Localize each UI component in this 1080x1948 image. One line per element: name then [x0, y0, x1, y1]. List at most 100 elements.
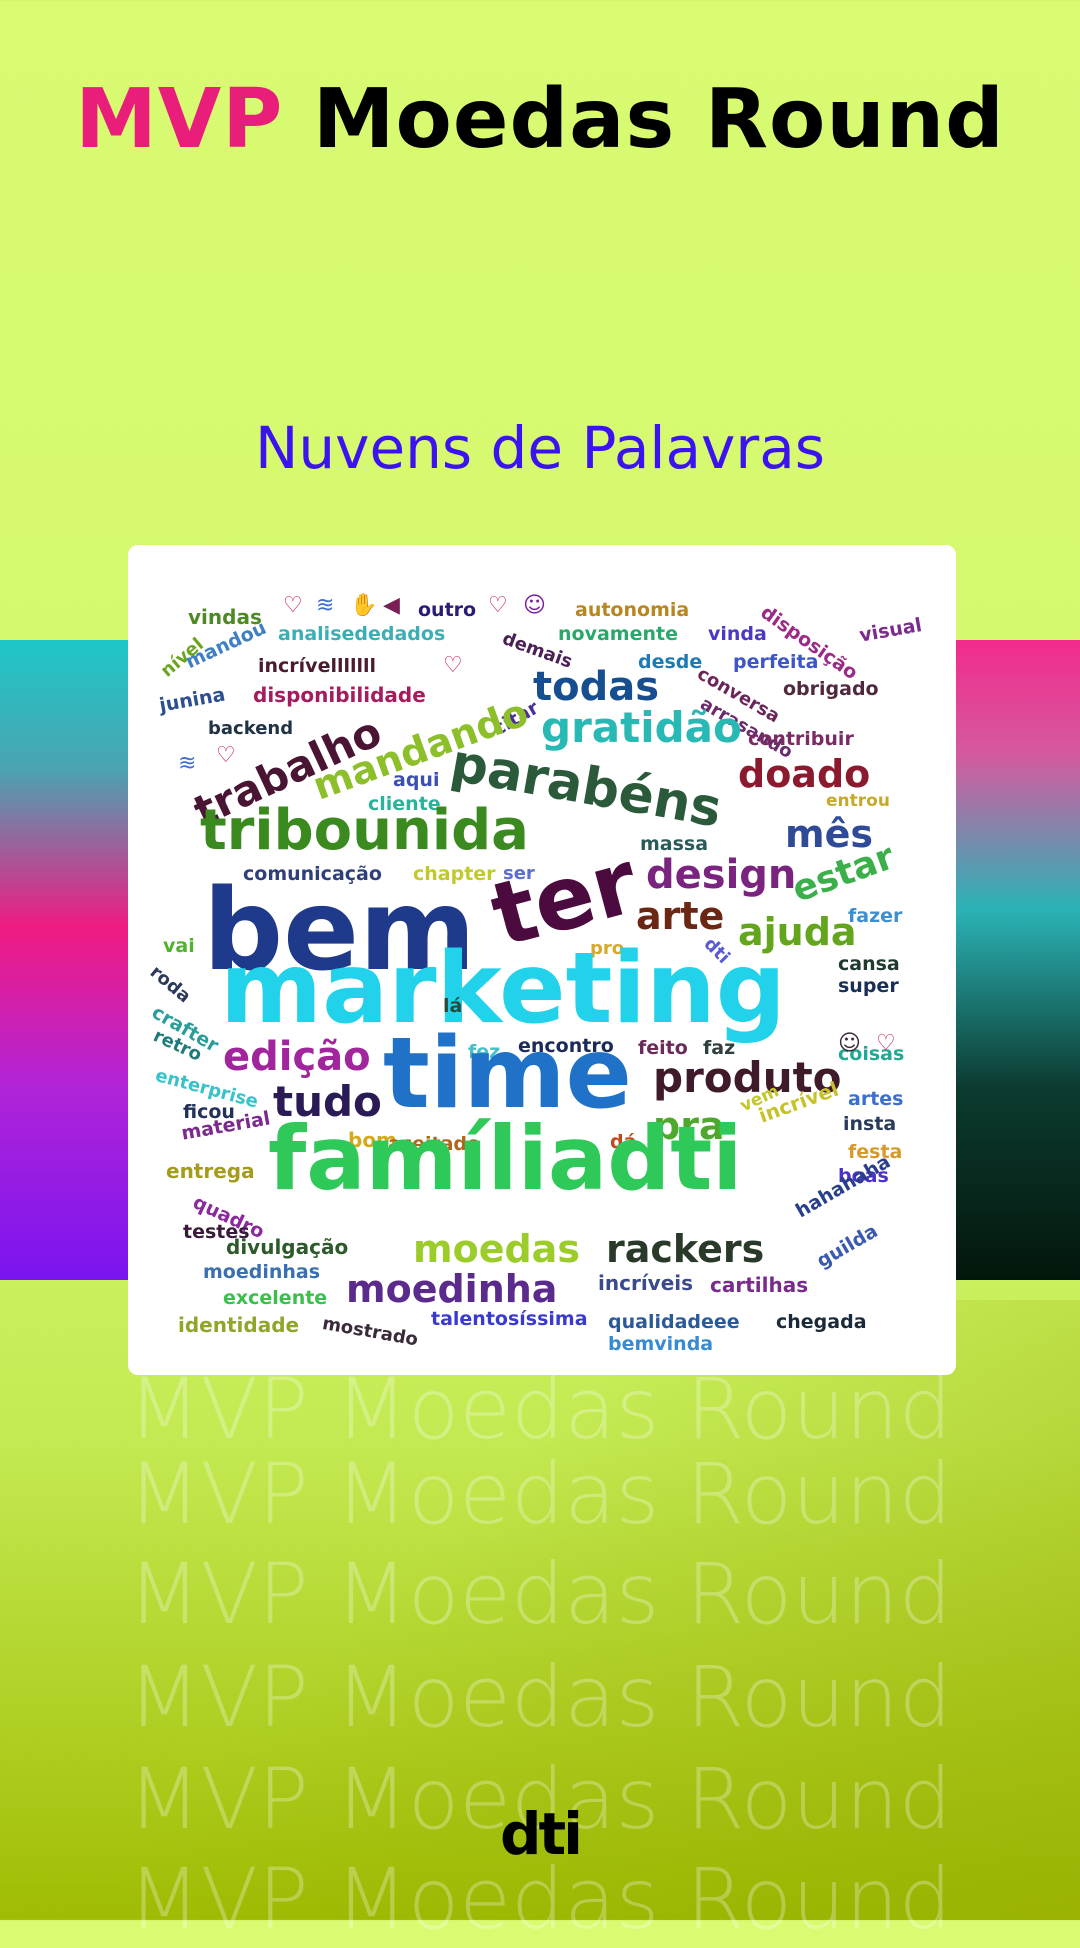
rainbow-icon: ≋	[178, 751, 197, 776]
title-highlight: MVP	[75, 72, 284, 167]
cloud-word: pro	[590, 938, 625, 959]
cloud-word: aqui	[393, 769, 440, 791]
cloud-word: moedas	[413, 1227, 580, 1271]
cloud-word: edição	[223, 1034, 371, 1080]
cloud-word: divulgação	[226, 1235, 349, 1259]
cloud-word: festa	[848, 1141, 903, 1163]
cloud-word: insta	[843, 1113, 897, 1135]
cloud-word: chapter	[413, 863, 496, 885]
cloud-word: lá	[443, 995, 463, 1017]
cloud-word: design	[646, 852, 797, 898]
cloud-word: coisas	[838, 1043, 905, 1065]
watermark-line: MVP Moedas Round	[128, 1545, 952, 1643]
cloud-word: novamente	[558, 623, 678, 645]
cloud-word: analisededados	[278, 623, 446, 645]
watermark-line: MVP Moedas Round	[128, 1360, 952, 1458]
cloud-word: arte	[636, 894, 725, 938]
cloud-word: moedinha	[346, 1267, 558, 1311]
cloud-word: entrega	[166, 1159, 255, 1183]
cloud-word: aceitado	[388, 1133, 481, 1155]
megaphone-icon: ◀	[383, 593, 400, 618]
section-subtitle: Nuvens de Palavras	[254, 414, 825, 482]
cloud-word: mostrado	[320, 1313, 420, 1351]
watermark-line: MVP Moedas Round	[128, 1648, 952, 1746]
gradient-band-left	[0, 640, 130, 1280]
cloud-word: testes	[183, 1221, 250, 1243]
title-rest: Moedas Round	[283, 72, 1005, 167]
cloud-word: tribounida	[200, 798, 529, 863]
cloud-word: qualidadeee	[608, 1311, 740, 1333]
heart-icon: ♡	[283, 593, 303, 618]
cloud-word: vai	[163, 935, 195, 957]
cloud-word: rackers	[606, 1227, 765, 1271]
cloud-word: encontro	[518, 1035, 614, 1057]
word-cloud-card: vindas outro autonomia disposição visual níve…	[128, 545, 956, 1375]
cloud-word: obrigado	[783, 678, 879, 700]
cloud-word: roda	[145, 961, 195, 1008]
cloud-word: backend	[208, 718, 294, 739]
heart-icon: ♡	[443, 653, 463, 678]
cloud-word: pra	[653, 1104, 725, 1148]
cloud-word: incrívelllllll	[258, 655, 377, 677]
cloud-word: perfeita	[733, 651, 819, 673]
cloud-word: junina	[157, 683, 227, 717]
cloud-word: ficou	[183, 1101, 235, 1123]
cloud-word: moedinhas	[203, 1261, 321, 1283]
cloud-word: incríveis	[598, 1271, 694, 1295]
cloud-word: comunicação	[243, 863, 382, 885]
cloud-word: dá	[610, 1131, 637, 1153]
cloud-word: tudo	[273, 1077, 382, 1126]
cloud-word: ser	[503, 863, 535, 884]
cloud-word: super	[838, 975, 899, 997]
cloud-word: cliente	[368, 793, 441, 815]
cloud-word: feito	[638, 1037, 688, 1059]
cloud-word: faz	[703, 1037, 736, 1059]
cloud-word: identidade	[178, 1313, 300, 1337]
cloud-word: artes	[848, 1088, 904, 1110]
cloud-word: famíliadti	[268, 1107, 743, 1210]
rainbow-icon: ≋	[316, 593, 335, 618]
cloud-word: disponibilidade	[253, 683, 426, 707]
cloud-word: bom	[348, 1128, 397, 1152]
hands-icon: ✋	[350, 593, 378, 618]
cloud-word: marketing	[220, 932, 786, 1046]
cloud-word: bem	[203, 866, 476, 996]
cloud-word: visual	[857, 614, 924, 647]
dti-logo: dti	[499, 1800, 583, 1868]
cloud-word: bemvinda	[608, 1333, 714, 1355]
cloud-word: vindas	[188, 605, 262, 629]
cloud-word: produto	[653, 1053, 842, 1102]
cloud-word: ajuda	[738, 910, 857, 954]
cloud-word: autonomia	[575, 599, 690, 621]
cloud-word: excelente	[223, 1287, 328, 1309]
cloud-word: doado	[738, 752, 871, 796]
cloud-word: cartilhas	[710, 1273, 809, 1297]
cloud-word: outro	[418, 599, 477, 621]
cloud-word: fazer	[848, 905, 903, 927]
cloud-word: vinda	[708, 623, 767, 645]
cloud-word: cansa	[838, 953, 900, 975]
cloud-word: gratidão	[541, 703, 742, 752]
cloud-word: boas	[838, 1165, 889, 1187]
grin-icon: ☺	[523, 593, 546, 618]
heart-icon: ♡	[876, 1031, 896, 1056]
cloud-word: fez	[468, 1041, 501, 1063]
cloud-word: massa	[640, 833, 709, 855]
cloud-word: guilda	[813, 1219, 882, 1273]
cloud-word: time	[383, 1017, 633, 1131]
watermark-line: MVP Moedas Round	[128, 1750, 952, 1848]
cloud-word: chegada	[776, 1311, 867, 1333]
cloud-word: entrou	[826, 791, 890, 811]
heart-icon: ♡	[488, 593, 508, 618]
cloud-word: talentosíssima	[431, 1308, 588, 1330]
gradient-band-right	[950, 640, 1080, 1280]
cloud-word: mês	[785, 812, 873, 856]
heart-icon: ♡	[216, 743, 236, 768]
cloud-word: todas	[533, 664, 660, 710]
page-title: MVP Moedas Round	[0, 72, 1080, 167]
laugh-icon: ☺	[838, 1031, 861, 1056]
cloud-word: contribuir	[748, 728, 854, 750]
word-cloud: vindas outro autonomia disposição visual níve…	[128, 545, 956, 1375]
cloud-word: desde	[638, 651, 703, 673]
watermark-line: MVP Moedas Round	[128, 1445, 952, 1543]
